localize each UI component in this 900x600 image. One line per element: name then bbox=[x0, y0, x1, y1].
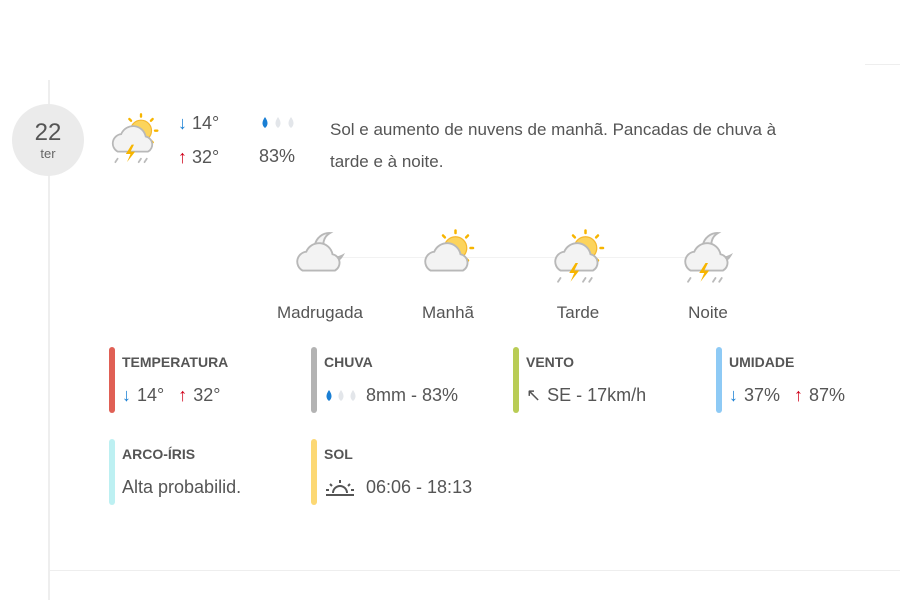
arrow-down-icon: ↓ bbox=[122, 385, 131, 405]
max-temp-value: 32° bbox=[192, 147, 220, 167]
day-number: 22 bbox=[34, 119, 62, 146]
color-bar bbox=[109, 439, 115, 505]
timeline-line bbox=[48, 80, 50, 600]
arrow-up-icon: ↑ bbox=[794, 385, 804, 405]
detail-title: CHUVA bbox=[324, 354, 373, 370]
detail-min: 37% bbox=[744, 385, 781, 405]
forecast-description: Sol e aumento de nuvens de manhã. Pancad… bbox=[330, 120, 777, 171]
wind-direction-icon: ↖ bbox=[526, 385, 542, 405]
detail-title: ARCO-ÍRIS bbox=[122, 446, 196, 462]
sun-cloud-thunder-icon bbox=[554, 229, 605, 283]
divider bbox=[865, 64, 900, 65]
divider bbox=[49, 570, 900, 571]
period-manha: Manhã bbox=[393, 228, 503, 323]
detail-umidade: UMIDADE ↓ 37% ↑ 87% bbox=[716, 347, 900, 413]
sun-cloud-thunder-rain-icon bbox=[111, 113, 159, 164]
detail-vento: VENTO ↖ SE - 17km/h bbox=[513, 347, 703, 413]
rain-drops-icon bbox=[262, 117, 294, 128]
moon-cloud-icon bbox=[296, 232, 344, 272]
arrow-down-icon: ↓ bbox=[729, 385, 738, 405]
detail-max: 87% bbox=[809, 385, 846, 405]
color-bar bbox=[311, 439, 317, 505]
detail-title: UMIDADE bbox=[729, 354, 795, 370]
sunrise-icon bbox=[326, 479, 354, 496]
arrow-up-icon: ↑ bbox=[178, 147, 187, 167]
period-label: Manhã bbox=[422, 303, 474, 322]
min-temp-value: 14° bbox=[192, 113, 220, 133]
detail-title: VENTO bbox=[526, 354, 574, 370]
rain-probability: 83% bbox=[259, 146, 296, 166]
weekday: ter bbox=[40, 146, 56, 161]
date-badge: 22 ter bbox=[12, 104, 84, 176]
detail-chuva: CHUVA 8mm - 83% bbox=[311, 347, 501, 413]
period-tarde: Tarde bbox=[523, 228, 633, 323]
detail-max: 32° bbox=[193, 385, 221, 405]
period-label: Madrugada bbox=[276, 303, 363, 322]
detail-title: SOL bbox=[324, 446, 353, 462]
color-bar bbox=[716, 347, 722, 413]
periods-line bbox=[320, 257, 710, 258]
detail-value: 06:06 - 18:13 bbox=[366, 477, 473, 497]
period-madrugada: Madrugada bbox=[265, 228, 375, 323]
period-label: Noite bbox=[688, 303, 728, 322]
detail-temperatura: TEMPERATURA ↓ 14° ↑ 32° bbox=[109, 347, 299, 413]
rain-drops-icon bbox=[326, 389, 356, 401]
detail-sol: SOL 06:06 - 18:13 bbox=[311, 439, 501, 505]
arrow-down-icon: ↓ bbox=[178, 113, 187, 133]
min-temp: ↓ 14° bbox=[178, 113, 219, 134]
color-bar bbox=[513, 347, 519, 413]
arrow-up-icon: ↑ bbox=[178, 385, 188, 405]
detail-title: TEMPERATURA bbox=[122, 354, 229, 370]
detail-value: 8mm - 83% bbox=[366, 385, 459, 405]
moon-cloud-thunder-icon bbox=[684, 232, 732, 283]
period-label: Tarde bbox=[556, 303, 600, 322]
detail-value: SE - 17km/h bbox=[547, 385, 647, 405]
detail-min: 14° bbox=[137, 385, 165, 405]
detail-value: Alta probabilid. bbox=[122, 477, 242, 497]
color-bar bbox=[109, 347, 115, 413]
color-bar bbox=[311, 347, 317, 413]
max-temp: ↑ 32° bbox=[178, 147, 219, 168]
detail-arco-iris: ARCO-ÍRIS Alta probabilid. bbox=[109, 439, 299, 505]
period-noite: Noite bbox=[653, 228, 763, 323]
sun-cloud-icon bbox=[424, 229, 475, 272]
